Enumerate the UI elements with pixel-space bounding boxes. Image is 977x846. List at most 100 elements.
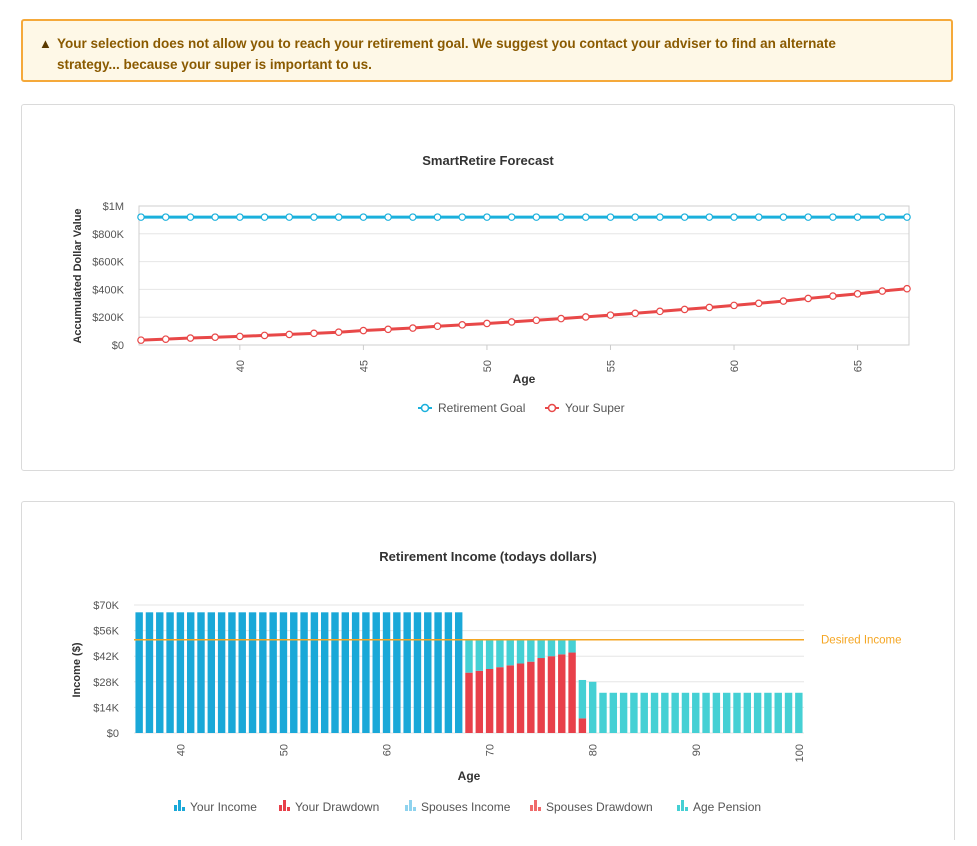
y-tick-label: $600K <box>92 257 124 269</box>
legend-bar-icon <box>530 805 533 811</box>
data-point <box>557 213 565 221</box>
bar <box>176 612 185 733</box>
bar <box>558 639 566 655</box>
y-tick-label: $56K <box>93 626 119 638</box>
data-point <box>507 318 516 326</box>
bar <box>320 612 329 733</box>
data-point <box>161 213 170 221</box>
legend-bar-icon <box>677 805 680 811</box>
data-point <box>730 301 738 310</box>
y-tick-label: $28K <box>93 677 119 689</box>
legend-label: Age Pension <box>693 800 761 814</box>
data-point <box>507 213 516 221</box>
bar <box>197 612 205 733</box>
bar <box>784 692 793 733</box>
bar <box>362 612 370 733</box>
data-point <box>532 316 541 325</box>
legend-bar-icon <box>174 805 177 811</box>
x-axis-label: Age <box>513 372 536 386</box>
bar <box>475 639 484 671</box>
legend-bar-icon <box>681 800 684 811</box>
data-point <box>532 213 541 221</box>
retirement-goal-alert: ▲ Your selection does not allow you to re… <box>21 19 953 82</box>
data-point <box>804 213 812 221</box>
bar <box>496 667 504 733</box>
bar <box>382 612 391 733</box>
bar <box>537 639 545 659</box>
legend-bar-icon <box>279 805 282 811</box>
bar <box>558 654 566 733</box>
bar <box>207 612 216 733</box>
bar <box>475 670 484 733</box>
bar <box>351 612 360 733</box>
data-point <box>656 307 664 316</box>
bar <box>506 639 514 666</box>
data-point <box>186 334 195 342</box>
bar <box>578 679 587 719</box>
data-point <box>384 213 392 221</box>
legend-label: Spouses Drawdown <box>546 800 653 814</box>
bar <box>279 612 288 733</box>
data-point <box>483 319 491 328</box>
bar <box>588 681 597 733</box>
bar <box>661 692 669 733</box>
data-point <box>680 305 689 314</box>
data-point <box>705 213 714 221</box>
bar <box>692 692 700 733</box>
data-point <box>310 329 318 338</box>
bar <box>145 612 154 733</box>
data-point <box>878 213 887 221</box>
series-line <box>140 287 908 342</box>
bar <box>444 612 453 733</box>
legend-bar-icon <box>178 800 181 811</box>
data-point <box>829 292 837 300</box>
legend-bar-icon <box>405 805 408 811</box>
legend-bar-icon <box>287 807 290 811</box>
bar <box>599 692 607 733</box>
bar <box>238 612 246 733</box>
y-axis-label: Accumulated Dollar Value <box>72 208 84 343</box>
smartretire-forecast-chart: SmartRetire Forecast $0 $200K $400K $600K $80… <box>72 153 911 415</box>
bar <box>310 612 319 733</box>
retirement-income-chart: Retirement Income (todays dollars) $0 $14K… <box>71 549 902 814</box>
data-point <box>334 328 343 337</box>
legend-label: Your Drawdown <box>295 800 379 814</box>
data-point <box>730 213 738 221</box>
data-point <box>631 213 639 221</box>
data-point <box>260 331 269 340</box>
legend-marker-icon <box>547 403 557 413</box>
data-point <box>359 213 368 221</box>
data-point <box>853 213 862 221</box>
bar <box>156 612 164 733</box>
y-tick-label: $0 <box>107 728 119 740</box>
data-point <box>903 284 911 293</box>
data-point <box>211 333 219 342</box>
bar <box>485 669 494 733</box>
y-tick-label: $1M <box>103 201 124 213</box>
x-tick-label: 50 <box>278 744 290 756</box>
data-point <box>581 213 590 221</box>
bar <box>393 612 401 733</box>
bar <box>269 612 277 733</box>
plot-area-border <box>138 205 910 346</box>
data-point <box>310 213 318 221</box>
x-tick-label: 90 <box>691 744 703 756</box>
legend-bar-icon <box>413 807 416 811</box>
bar <box>671 692 679 733</box>
x-tick-label: 55 <box>605 360 617 372</box>
bar <box>516 663 525 733</box>
data-point <box>285 213 294 221</box>
data-point <box>903 213 911 221</box>
x-axis-label: Age <box>458 769 481 783</box>
legend-label: Your Super <box>565 401 625 415</box>
data-point <box>878 287 887 295</box>
bar <box>166 612 174 733</box>
bar <box>259 612 267 733</box>
bar <box>681 692 690 733</box>
data-point <box>409 213 417 221</box>
bar <box>506 665 514 733</box>
bar <box>722 692 731 733</box>
alert-text-line2: strategy... because your super is import… <box>57 57 372 72</box>
x-tick-label: 70 <box>485 744 497 756</box>
bar <box>372 612 380 733</box>
